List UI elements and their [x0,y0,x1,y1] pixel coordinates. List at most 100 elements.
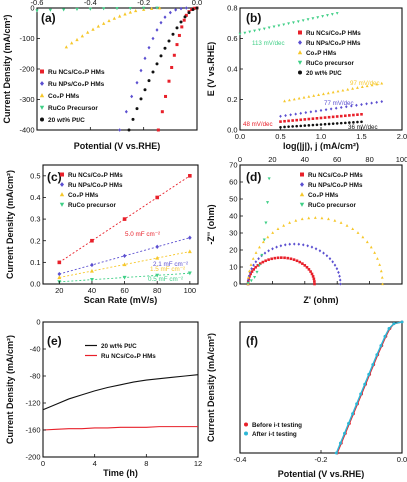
data-point [86,30,90,34]
legend-marker [244,431,248,436]
data-point [256,264,260,267]
x-tick-label: 20 [55,286,63,295]
data-point [352,121,355,124]
data-point [299,111,303,115]
capacitance-label: 2.1 mF cm⁻² [153,261,188,268]
capacitance-label: 1.5 mF cm⁻² [150,266,185,273]
data-point [143,56,147,61]
data-point [182,18,186,22]
legend-label: 20 wt% Pt/C [101,343,137,350]
data-point [307,216,311,220]
data-point [381,282,384,286]
data-point [346,87,350,91]
data-point [273,256,277,260]
data-point [167,39,171,43]
data-point [238,32,242,36]
data-point [258,262,262,265]
data-point [327,217,330,221]
data-point [135,80,139,85]
x-tick-label: 0.0 [397,455,407,464]
panel-e: 0 4 8 12 0 -40 -80 -120 -160 -200 Time (h) Current … [5,318,202,478]
data-point [301,19,305,23]
data-point [155,195,160,200]
data-point [341,88,345,92]
data-point [257,264,261,267]
y-tick-label: 0.5 [30,171,40,180]
data-point [128,10,132,14]
data-point [255,270,259,274]
series-line-1 [42,426,198,431]
x-tick-label: 40 [88,286,96,295]
data-point [326,91,330,95]
data-point [158,6,162,10]
data-point [315,117,319,120]
data-point [70,41,74,45]
data-point [307,268,311,271]
tafel-slope-label: 48 mV/dec [243,121,273,128]
y-tick-label: 0.0 [30,280,40,289]
legend-marker [40,117,44,122]
panel-tag: (c) [47,170,62,184]
x-tick-label: 60 [333,155,341,164]
data-point [311,17,315,20]
data-point [279,120,282,123]
data-point [122,262,127,267]
data-point [57,260,62,265]
data-point [333,263,337,267]
data-point [315,123,319,127]
data-point [287,125,290,129]
data-point [360,102,363,107]
data-point [324,108,328,112]
x-tick-label: 0 [238,155,242,164]
data-point [311,117,315,120]
data-point [331,122,335,125]
data-point [187,11,191,15]
data-point [378,263,382,266]
data-point [287,22,291,26]
data-point [297,242,301,246]
data-point [344,114,347,118]
x-axis-label: Scan Rate (mV/s) [84,295,158,305]
x-tick-label: 1.5 [356,132,366,141]
y-tick-label: 20 [229,246,237,255]
y-tick-label: 0 [36,318,40,327]
legend-marker [40,69,44,74]
data-point [309,110,313,114]
data-point [304,111,308,115]
data-point [118,14,122,18]
data-point [134,8,138,13]
legend-marker [298,70,302,75]
x-tick-label: -0.4 [84,0,97,7]
data-point [128,6,132,11]
legend-marker [59,202,65,207]
panel-tag: (e) [47,334,62,348]
x-tick-label: -0.6 [31,0,44,7]
y-tick-label: -80 [30,372,41,381]
data-point [351,227,355,231]
series-2 [57,249,192,280]
data-point [283,119,286,123]
data-point [249,279,253,283]
y-tick-label: 0.3 [30,215,40,224]
series-3 [35,6,159,13]
legend-label: Ru NPs/Co₂P HMs [48,81,105,88]
data-point [155,244,160,249]
data-point [331,260,334,264]
series-1 [246,242,342,286]
data-point [329,107,333,111]
x-tick-label: 80 [365,155,373,164]
y-tick-label: 0.0 [227,126,237,135]
data-point [336,89,340,93]
data-point [75,7,79,12]
series-2 [246,216,384,286]
data-point [339,221,343,224]
data-point [260,253,264,257]
data-point [323,116,327,119]
data-point [118,128,122,132]
data-point [258,245,261,249]
data-point [287,119,290,123]
data-point [250,270,254,273]
data-point [254,260,258,264]
data-point [360,85,364,88]
data-point [282,223,286,227]
